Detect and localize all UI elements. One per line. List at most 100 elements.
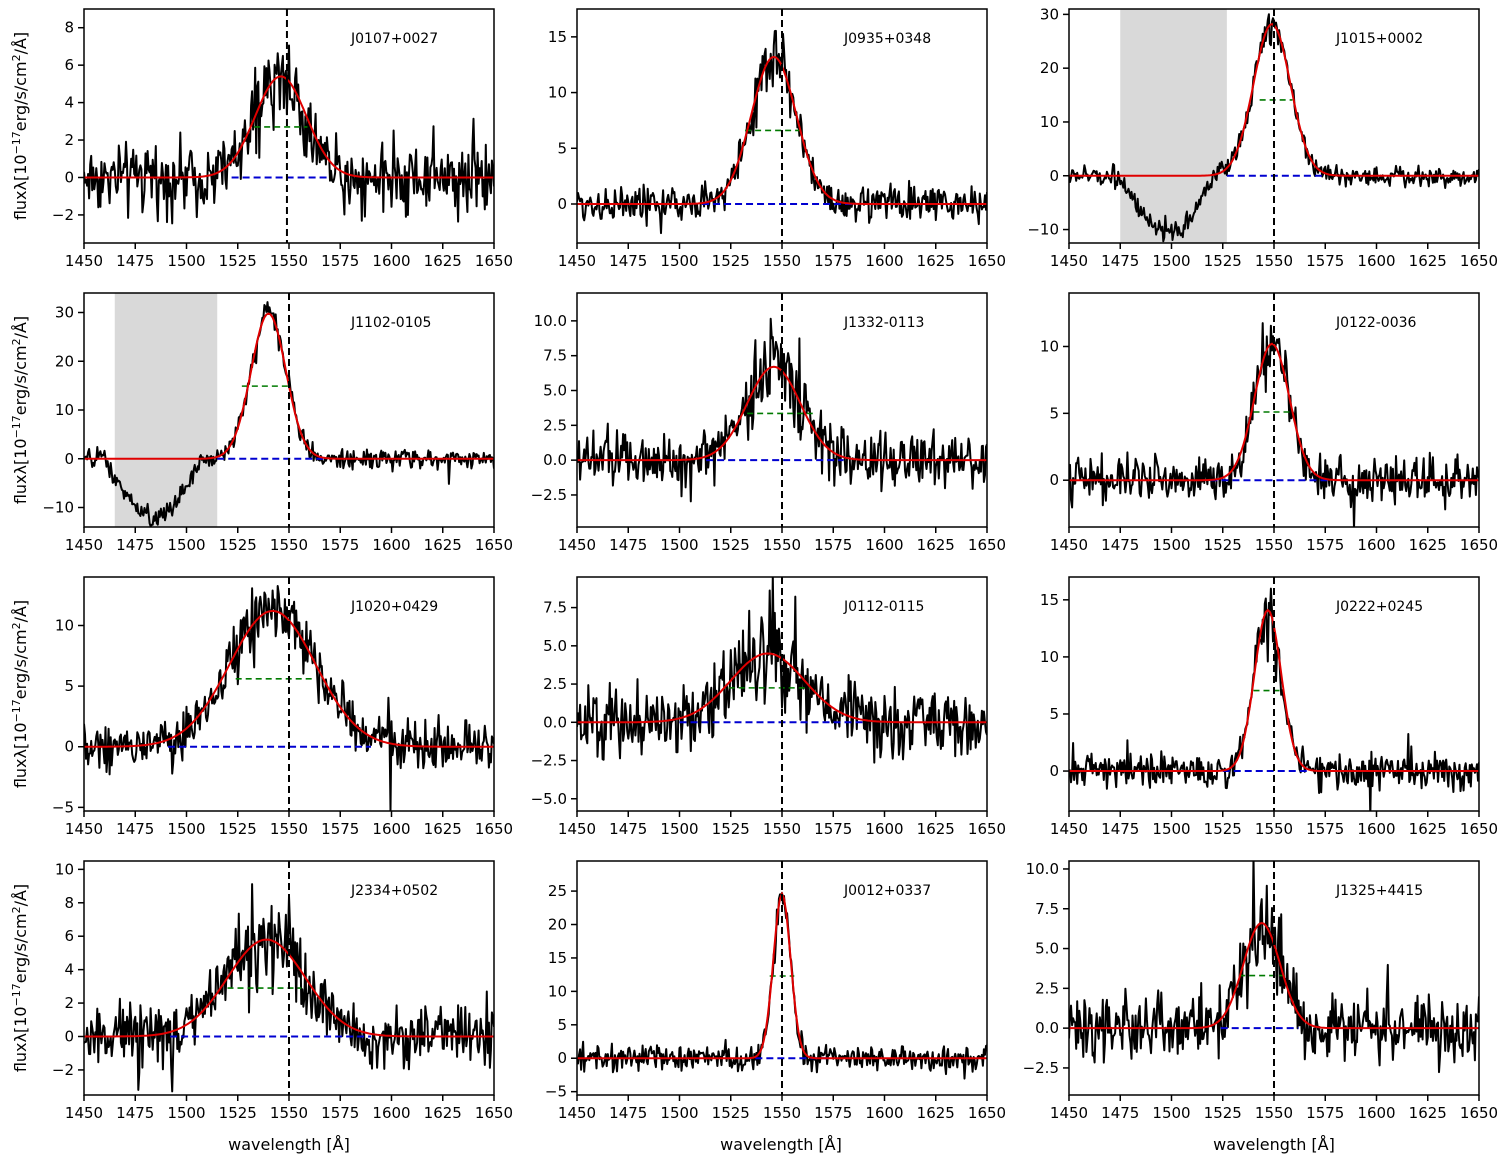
y-tick-label: 2.5	[543, 416, 567, 434]
spectrum-panel: 1450 1475 1500 1525 1550 1575 1600 1625 1650 −2 0 2…	[52, 860, 513, 1122]
y-tick-label: 8	[64, 19, 74, 37]
x-tick-label: 1625	[424, 252, 462, 270]
x-tick-label: 1550	[763, 252, 801, 270]
y-tick-label: 4	[64, 961, 74, 979]
y-axis-labels: fluxλ[10−17erg/s/cm2/Å] fluxλ[10−17erg/s/…	[10, 32, 30, 1072]
gaussian-fit-line	[84, 609, 494, 748]
gaussian-fit-line	[1069, 342, 1479, 482]
x-tick-label: 1650	[968, 252, 1006, 270]
y-tick-label: 25	[548, 882, 567, 900]
spectrum-panel: 1450 1475 1500 1525 1550 1575 1600 1625 1650−505…	[545, 860, 1006, 1122]
x-axis-label-col3: wavelength [Å]	[1213, 1135, 1335, 1154]
x-tick-label: 1500	[167, 536, 205, 554]
y-tick-label: 10	[1040, 648, 1059, 666]
y-axis-label: fluxλ[10−17erg/s/cm2/Å]	[10, 600, 30, 788]
y-tick-label: 10	[55, 860, 74, 878]
y-tick-label: −2.5	[1023, 1059, 1059, 1077]
y-tick-label: 2	[64, 994, 74, 1012]
x-tick-label: 1450	[65, 252, 103, 270]
y-tick-label: 0	[1049, 167, 1059, 185]
x-tick-label: 1475	[116, 252, 154, 270]
x-tick-label: 1475	[1101, 820, 1139, 838]
x-tick-label: 1550	[270, 536, 308, 554]
object-name-label: J1020+0429	[350, 599, 438, 615]
y-tick-label: 6	[64, 56, 74, 74]
x-tick-label: 1500	[167, 820, 205, 838]
x-tick-label: 1550	[763, 536, 801, 554]
x-tick-label: 1525	[1204, 1104, 1242, 1122]
x-tick-label: 1500	[660, 252, 698, 270]
x-tick-label: 1525	[219, 252, 257, 270]
y-tick-label: 15	[548, 28, 567, 46]
x-tick-label: 1650	[1460, 1104, 1498, 1122]
x-tick-label: 1575	[814, 536, 852, 554]
y-tick-label: 4	[64, 94, 74, 112]
y-tick-label: 20	[548, 916, 567, 934]
x-tick-label: 1625	[424, 820, 462, 838]
x-tick-label: 1600	[1357, 820, 1395, 838]
gaussian-fit-line	[577, 891, 987, 1060]
object-name-label: J0012+0337	[843, 883, 931, 899]
y-tick-label: 0	[64, 450, 74, 468]
y-tick-label: 7.5	[543, 347, 567, 365]
y-tick-label: 10	[55, 401, 74, 419]
x-tick-label: 1625	[1409, 1104, 1447, 1122]
x-tick-label: 1550	[270, 1104, 308, 1122]
x-tick-label: 1650	[475, 252, 513, 270]
x-tick-label: 1650	[1460, 820, 1498, 838]
x-tick-label: 1650	[968, 820, 1006, 838]
y-tick-label: −2.5	[531, 486, 567, 504]
x-tick-label: 1475	[116, 820, 154, 838]
x-tick-label: 1475	[1101, 536, 1139, 554]
x-tick-label: 1575	[1306, 252, 1344, 270]
y-tick-label: 15	[1040, 591, 1059, 609]
spectrum-line	[84, 44, 494, 225]
y-tick-label: −10	[42, 499, 74, 517]
x-tick-label: 1450	[1050, 1104, 1088, 1122]
x-tick-label: 1625	[1409, 252, 1447, 270]
x-tick-label: 1500	[660, 536, 698, 554]
y-tick-label: 0	[557, 195, 567, 213]
x-tick-label: 1475	[1101, 1104, 1139, 1122]
x-tick-label: 1600	[372, 536, 410, 554]
x-tick-label: 1525	[712, 252, 750, 270]
x-tick-label: 1600	[865, 820, 903, 838]
x-tick-label: 1600	[865, 536, 903, 554]
x-tick-label: 1650	[475, 1104, 513, 1122]
x-tick-label: 1475	[116, 536, 154, 554]
x-tick-label: 1625	[424, 536, 462, 554]
x-tick-label: 1600	[1357, 536, 1395, 554]
x-tick-label: 1525	[219, 1104, 257, 1122]
y-tick-label: 5.0	[1035, 940, 1059, 958]
y-tick-label: 0	[1049, 762, 1059, 780]
spectrum-panel: 1450 1475 1500 1525 1550 1575 1600 1625 1650 −10 0…	[42, 292, 513, 554]
x-tick-label: 1550	[1255, 252, 1293, 270]
x-tick-label: 1500	[1152, 536, 1190, 554]
object-name-label: J1102-0105	[350, 315, 431, 331]
x-tick-label: 1550	[763, 1104, 801, 1122]
x-tick-label: 1550	[1255, 1104, 1293, 1122]
y-tick-label: 10.0	[1026, 860, 1059, 878]
x-tick-label: 1625	[917, 536, 955, 554]
object-name-label: J1332-0113	[843, 315, 924, 331]
x-tick-label: 1575	[321, 1104, 359, 1122]
x-tick-label: 1525	[219, 536, 257, 554]
x-tick-label: 1500	[1152, 1104, 1190, 1122]
y-axis-label: fluxλ[10−17erg/s/cm2/Å]	[10, 884, 30, 1072]
x-tick-label: 1500	[1152, 820, 1190, 838]
y-tick-label: 0	[64, 1028, 74, 1046]
y-tick-label: −2	[52, 206, 74, 224]
y-tick-label: 7.5	[543, 599, 567, 617]
spectrum-panel: 1450 1475 1500 1525 1550 1575 1600 1625 1650 −2.5…	[1023, 860, 1499, 1122]
x-tick-label: 1475	[1101, 252, 1139, 270]
spectrum-panel: 1450 1475 1500 1525 1550 1575 1600 1625 1650−505…	[52, 576, 513, 838]
x-tick-label: 1450	[65, 820, 103, 838]
x-tick-label: 1625	[917, 252, 955, 270]
x-tick-label: 1550	[1255, 536, 1293, 554]
x-tick-label: 1575	[1306, 1104, 1344, 1122]
y-tick-label: 10	[548, 982, 567, 1000]
object-name-label: J0112-0115	[843, 599, 924, 615]
x-tick-label: 1600	[1357, 1104, 1395, 1122]
x-tick-label: 1575	[814, 820, 852, 838]
spectrum-panel: 1450 1475 1500 1525 1550 1575 1600 1625 1650 −10 0…	[1027, 5, 1498, 270]
